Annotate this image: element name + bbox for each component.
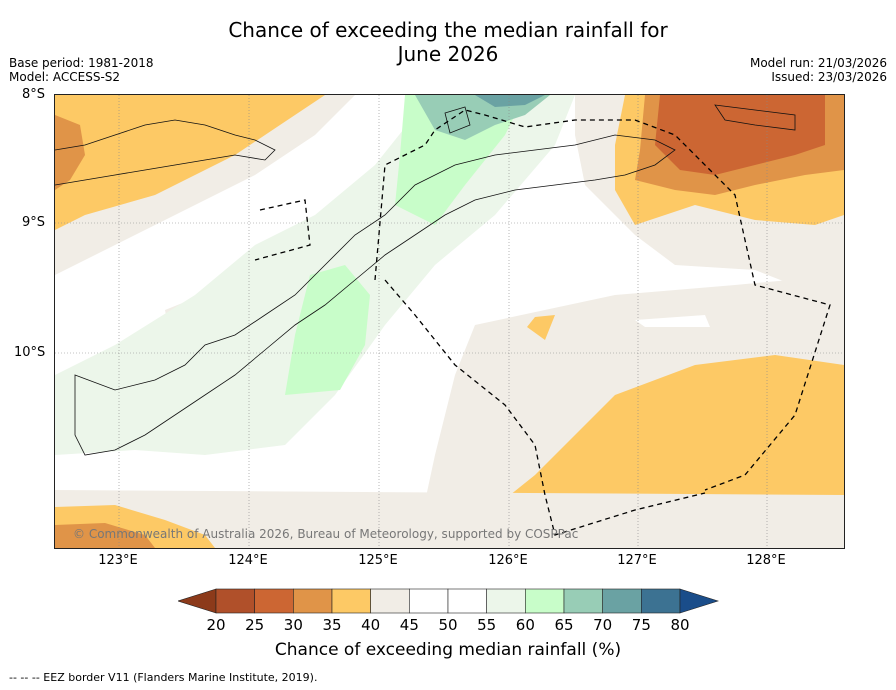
rainfall-map — [55, 95, 844, 548]
lat-label-9s: 9°S — [22, 215, 46, 230]
region-25-30-ne — [655, 95, 825, 175]
coastline — [55, 104, 796, 456]
colorbar-cell-30-35 — [293, 588, 333, 614]
model-name: Model: ACCESS-S2 — [9, 70, 121, 84]
meta-left: Base period: 1981-2018 Model: ACCESS-S2 — [9, 56, 154, 84]
colorbar-tick-35: 35 — [322, 616, 342, 634]
region-30-35-nw — [55, 115, 85, 190]
lat-label-8s: 8°S — [22, 87, 46, 102]
eez-border-north-east — [374, 109, 831, 491]
colorbar — [178, 588, 719, 614]
lon-label-127e: 127°E — [617, 553, 657, 568]
colorbar-tick-50: 50 — [438, 616, 458, 634]
colorbar-extend-high — [679, 588, 719, 614]
map-panel: © Commonwealth of Australia 2026, Bureau… — [54, 94, 845, 549]
issued-date: Issued: 23/03/2026 — [771, 70, 887, 84]
colorbar-tick-25: 25 — [245, 616, 265, 634]
lon-label-123e: 123°E — [98, 553, 138, 568]
colorbar-cell-55-60 — [486, 588, 526, 614]
colorbar-cell-20-25 — [215, 588, 255, 614]
eez-border-west — [254, 199, 311, 261]
colorbar-cell-45-50 — [409, 588, 449, 614]
colorbar-label: Chance of exceeding median rainfall (%) — [274, 640, 622, 660]
region-60-65-center — [285, 265, 370, 395]
eez-footnote: -- -- -- EEZ border V11 (Flanders Marine… — [9, 671, 318, 684]
lat-label-10s: 10°S — [14, 345, 46, 360]
colorbar-extend-low — [178, 588, 217, 614]
colorbar-cell-40-45 — [370, 588, 410, 614]
colorbar-cell-35-40 — [331, 588, 371, 614]
colorbar-tick-30: 30 — [283, 616, 303, 634]
map-title: Chance of exceeding the median rainfall … — [0, 18, 896, 66]
colorbar-cell-75-80 — [641, 588, 681, 614]
colorbar-tick-75: 75 — [631, 616, 651, 634]
colorbar-tick-70: 70 — [593, 616, 613, 634]
title-line-1: Chance of exceeding the median rainfall … — [228, 18, 668, 42]
colorbar-tick-40: 40 — [361, 616, 381, 634]
colorbar-cells — [178, 588, 719, 614]
model-run: Model run: 21/03/2026 — [749, 56, 887, 70]
lon-label-125e: 125°E — [358, 553, 398, 568]
colorbar-tick-45: 45 — [399, 616, 419, 634]
colorbar-cell-25-30 — [254, 588, 294, 614]
colorbar-cell-50-55 — [447, 588, 487, 614]
colorbar-tick-80: 80 — [670, 616, 690, 634]
title-line-2: June 2026 — [397, 42, 499, 66]
base-period: Base period: 1981-2018 — [9, 56, 154, 70]
eez-border-south — [384, 279, 706, 536]
region-35-40-small — [527, 315, 555, 340]
lon-label-124e: 124°E — [228, 553, 268, 568]
meta-right: Model run: 21/03/2026 Issued: 23/03/2026 — [750, 56, 887, 84]
region-40-45-south — [55, 490, 844, 548]
colorbar-tick-65: 65 — [554, 616, 574, 634]
lon-label-128e: 128°E — [746, 553, 786, 568]
copyright-notice: © Commonwealth of Australia 2026, Bureau… — [73, 527, 579, 541]
region-70-75 — [475, 95, 545, 107]
region-30-35-sw — [55, 523, 155, 548]
region-white-spot — [635, 315, 710, 327]
colorbar-cell-70-75 — [602, 588, 642, 614]
colorbar-cell-65-70 — [563, 588, 603, 614]
colorbar-tick-20: 20 — [206, 616, 226, 634]
colorbar-tick-55: 55 — [477, 616, 497, 634]
colorbar-cell-60-65 — [525, 588, 565, 614]
lon-label-126e: 126°E — [488, 553, 528, 568]
colorbar-tick-60: 60 — [515, 616, 535, 634]
region-60-65-north — [395, 95, 525, 225]
